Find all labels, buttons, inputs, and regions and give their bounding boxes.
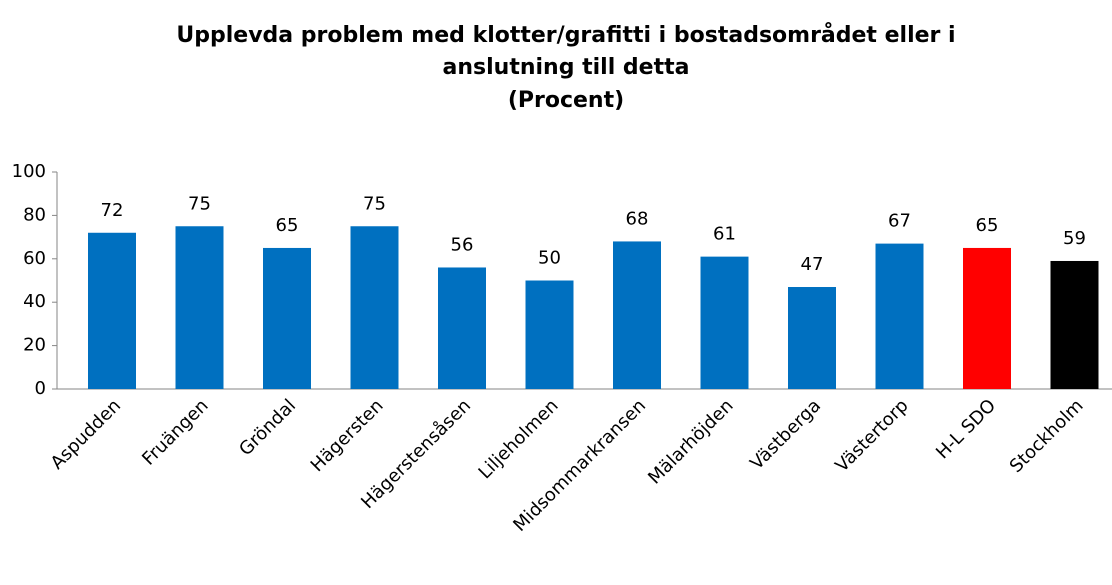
value-label: 65: [976, 215, 999, 236]
value-label: 59: [1063, 228, 1086, 249]
x-tick-label: Västberga: [746, 395, 825, 474]
chart-title: anslutning till detta: [443, 55, 690, 80]
bar: [963, 247, 1011, 389]
y-tick-label: 80: [23, 204, 46, 225]
bar: [875, 243, 924, 389]
x-tick-label: Liljeholmen: [475, 395, 563, 483]
y-tick-label: 20: [23, 335, 46, 356]
value-label: 65: [276, 215, 299, 236]
value-label: 47: [801, 254, 824, 275]
value-label: 75: [363, 193, 386, 214]
value-label: 56: [451, 234, 474, 255]
x-tick-label: Aspudden: [47, 395, 125, 473]
x-tick-label: H-L SDO: [932, 395, 1000, 463]
chart-title: (Procent): [508, 88, 624, 113]
bar: [350, 226, 399, 389]
bar: [88, 232, 136, 389]
x-tick-label: Hägersten: [307, 395, 388, 476]
x-tick-label: Gröndal: [235, 395, 300, 460]
y-tick-label: 40: [23, 291, 46, 312]
value-label: 72: [101, 200, 124, 221]
y-tick-label: 100: [12, 161, 46, 182]
value-label: 68: [626, 208, 649, 229]
x-tick-label: Västertorp: [831, 395, 912, 476]
bar: [263, 247, 311, 389]
y-tick-label: 0: [35, 378, 46, 399]
bar: [525, 280, 574, 389]
bar: [700, 256, 749, 389]
x-tick-label: Mälarhöjden: [644, 395, 737, 488]
chart-title: Upplevda problem med klotter/grafitti i …: [176, 22, 955, 48]
bar: [613, 241, 661, 389]
y-tick-label: 60: [23, 248, 46, 269]
bar: [788, 287, 836, 389]
bar: [438, 267, 486, 389]
bar: [175, 226, 224, 389]
value-label: 67: [888, 211, 911, 232]
value-label: 75: [188, 193, 211, 214]
value-label: 50: [538, 248, 561, 269]
bar: [1050, 260, 1099, 389]
value-label: 61: [713, 224, 736, 245]
x-tick-label: Stockholm: [1006, 395, 1088, 477]
x-tick-label: Fruängen: [138, 395, 212, 469]
